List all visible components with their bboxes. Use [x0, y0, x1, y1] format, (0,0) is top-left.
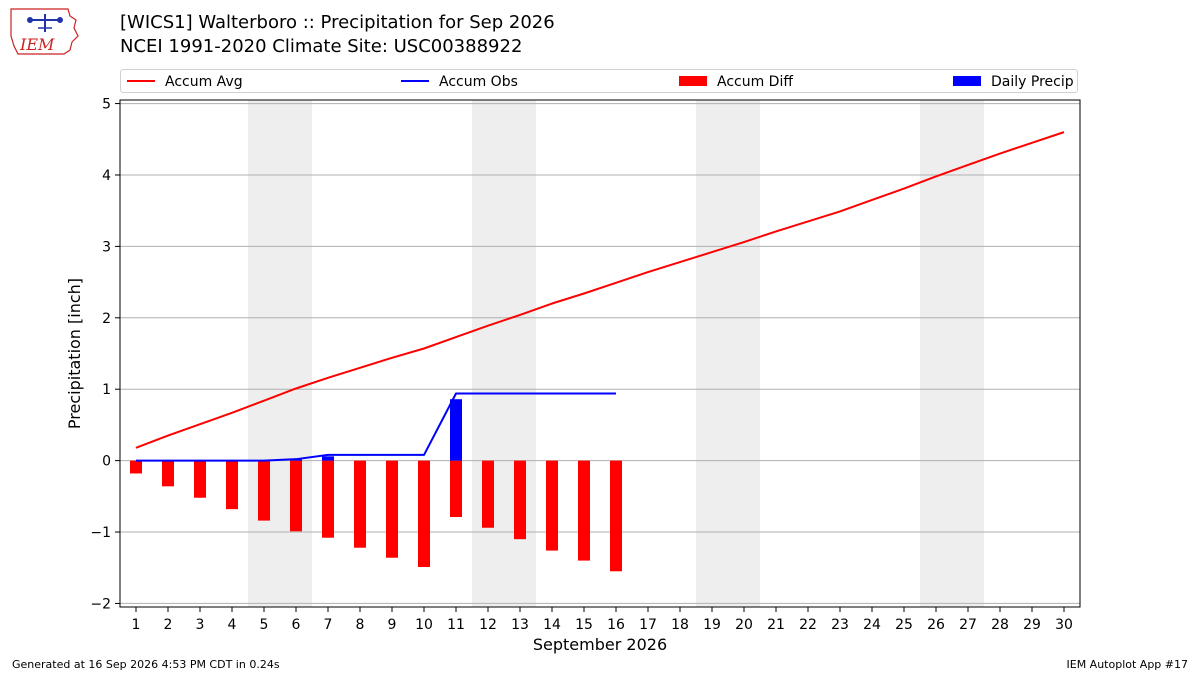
- x-tick-label: 25: [895, 617, 913, 633]
- x-tick-label: 1: [132, 617, 141, 633]
- y-tick-label: 2: [102, 311, 111, 327]
- daily-precip-bar: [322, 456, 334, 461]
- legend-label-accum-avg: Accum Avg: [165, 74, 243, 90]
- accum-obs-line: [136, 392, 616, 462]
- plot-frame: [119, 99, 1081, 608]
- x-tick-label: 24: [863, 617, 881, 633]
- accum-diff-bar: [162, 460, 174, 487]
- x-tick-label: 7: [324, 617, 333, 633]
- accum-diff-bar: [258, 460, 270, 521]
- x-tick-label: 28: [991, 617, 1009, 633]
- chart-legend: Accum Avg Accum Obs Accum Diff Daily Pre…: [120, 69, 1078, 93]
- x-tick-label: 2: [164, 617, 173, 633]
- accum-diff-bar: [322, 460, 334, 538]
- x-tick-label: 16: [607, 617, 625, 633]
- y-tick-label: 3: [102, 239, 111, 255]
- accum-diff-bar: [130, 460, 142, 474]
- y-tick-label: −2: [90, 596, 111, 612]
- legend-swatch-accum-diff: [679, 76, 707, 86]
- legend-label-accum-obs: Accum Obs: [439, 74, 518, 90]
- x-tick-label: 13: [511, 617, 529, 633]
- x-tick-label: 4: [228, 617, 237, 633]
- legend-item-daily-precip: Daily Precip: [953, 73, 1074, 91]
- legend-label-daily-precip: Daily Precip: [991, 74, 1074, 90]
- x-tick-label: 6: [292, 617, 301, 633]
- y-axis-label: Precipitation [inch]: [65, 278, 84, 429]
- weekend-band-3: [696, 100, 760, 607]
- iem-logo: IEM: [8, 6, 80, 58]
- accum-diff-bar: [546, 460, 558, 551]
- x-axis-label: September 2026: [533, 635, 667, 654]
- accum-diff-bar: [226, 460, 238, 510]
- legend-item-accum-diff: Accum Diff: [679, 73, 793, 91]
- chart-title: [WICS1] Walterboro :: Precipitation for …: [120, 12, 555, 33]
- legend-item-accum-avg: Accum Avg: [127, 73, 243, 91]
- weekend-band-1: [248, 100, 312, 607]
- iem-logo-graphic: IEM: [10, 8, 79, 55]
- x-tick-label: 15: [575, 617, 593, 633]
- legend-swatch-accum-avg: [127, 80, 155, 82]
- x-tick-label: 12: [479, 617, 497, 633]
- accum-diff-bar: [482, 460, 494, 528]
- x-tick-label: 20: [735, 617, 753, 633]
- x-tick-label: 18: [671, 617, 689, 633]
- iem-logo-text: IEM: [19, 35, 55, 54]
- accum-diff-bar: [386, 460, 398, 558]
- y-tick-label: 1: [102, 382, 111, 398]
- footer-generated: Generated at 16 Sep 2026 4:53 PM CDT in …: [12, 658, 280, 671]
- legend-item-accum-obs: Accum Obs: [401, 73, 518, 91]
- footer-app: IEM Autoplot App #17: [1066, 658, 1189, 671]
- weekend-band-2: [472, 100, 536, 607]
- x-tick-label: 22: [799, 617, 817, 633]
- x-tick-label: 21: [767, 617, 785, 633]
- x-tick-label: 19: [703, 617, 721, 633]
- accum-diff-bar: [578, 460, 590, 561]
- x-tick-label: 27: [959, 617, 977, 633]
- accum-diff-bar: [290, 460, 302, 532]
- x-tick-label: 3: [196, 617, 205, 633]
- y-tick-label: 4: [102, 168, 111, 184]
- accum-diff-bar: [514, 460, 526, 540]
- y-tick-label: −1: [90, 525, 111, 541]
- y-tick-label: 0: [102, 454, 111, 470]
- accum-diff-bar: [354, 460, 366, 548]
- x-tick-label: 23: [831, 617, 849, 633]
- y-tick-label: 5: [102, 97, 111, 113]
- accum-diff-bar: [418, 460, 430, 568]
- x-tick-label: 14: [543, 617, 561, 633]
- x-tick-label: 29: [1023, 617, 1041, 633]
- legend-swatch-accum-obs: [401, 80, 429, 82]
- x-tick-label: 30: [1055, 617, 1073, 633]
- legend-swatch-daily-precip: [953, 76, 981, 86]
- accum-diff-bar: [450, 460, 462, 518]
- chart-subtitle: NCEI 1991-2020 Climate Site: USC00388922: [120, 36, 523, 57]
- x-tick-label: 11: [447, 617, 465, 633]
- accum-diff-bar: [610, 460, 622, 572]
- x-tick-label: 5: [260, 617, 269, 633]
- accum-diff-bar: [194, 460, 206, 498]
- daily-precip-bar: [450, 399, 462, 461]
- x-tick-label: 17: [639, 617, 657, 633]
- x-tick-label: 10: [415, 617, 433, 633]
- x-tick-label: 8: [356, 617, 365, 633]
- x-tick-label: 26: [927, 617, 945, 633]
- accum-avg-line: [135, 131, 1065, 449]
- weekend-band-4: [920, 100, 984, 607]
- x-tick-label: 9: [388, 617, 397, 633]
- legend-label-accum-diff: Accum Diff: [717, 74, 794, 90]
